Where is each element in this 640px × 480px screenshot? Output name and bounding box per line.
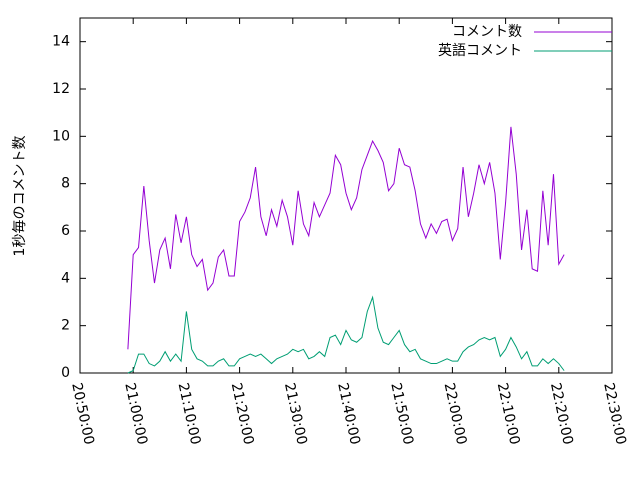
x-tick-label: 22:20:00 [547, 381, 576, 446]
x-tick-label: 22:10:00 [494, 381, 523, 446]
x-tick-label: 21:10:00 [175, 381, 204, 446]
x-tick-label: 20:50:00 [68, 381, 97, 446]
y-tick-label: 2 [61, 318, 70, 334]
x-tick-label: 22:30:00 [600, 381, 629, 446]
x-tick-label: 21:20:00 [228, 381, 257, 446]
y-tick-label: 12 [52, 81, 70, 97]
y-tick-label: 10 [52, 128, 70, 144]
legend-label: コメント数 [452, 24, 522, 40]
x-tick-label: 22:00:00 [441, 381, 470, 446]
y-tick-label: 14 [52, 34, 70, 50]
series-line [127, 295, 565, 374]
x-tick-label: 21:40:00 [334, 381, 363, 446]
y-axis-label: 1秒毎のコメント数 [12, 136, 28, 257]
x-tick-label: 21:00:00 [121, 381, 150, 446]
legend-label: 英語コメント [438, 42, 522, 59]
series-line [127, 126, 565, 350]
x-tick-label: 21:50:00 [387, 381, 416, 446]
y-tick-label: 8 [61, 176, 70, 192]
plot-frame [79, 17, 613, 374]
x-tick-label: 21:30:00 [281, 381, 310, 446]
y-tick-label: 4 [61, 270, 70, 286]
y-tick-label: 6 [61, 223, 70, 239]
y-tick-label: 0 [61, 365, 70, 381]
